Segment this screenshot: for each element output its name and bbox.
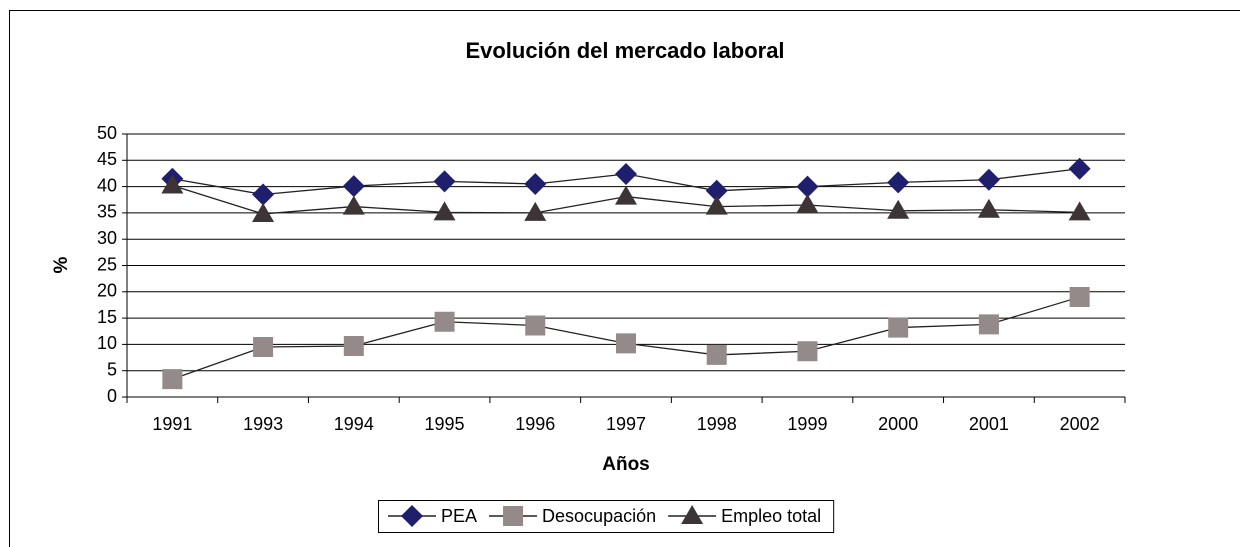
x-axis-label: Años xyxy=(602,454,650,475)
x-tick-label: 1994 xyxy=(334,414,374,434)
marker xyxy=(252,183,275,206)
marker xyxy=(615,185,637,205)
legend-label: PEA xyxy=(441,506,477,526)
marker xyxy=(977,198,1000,218)
marker xyxy=(887,171,910,194)
marker xyxy=(342,195,365,215)
y-tick-label: 45 xyxy=(97,149,117,169)
marker xyxy=(1068,157,1091,180)
marker xyxy=(887,199,910,219)
marker xyxy=(978,314,999,335)
y-tick-label: 10 xyxy=(97,333,117,353)
x-tick-label: 1991 xyxy=(152,414,192,434)
marker xyxy=(253,337,274,358)
x-tick-label: 2002 xyxy=(1060,414,1100,434)
legend: PEA Desocupación Empleo total xyxy=(378,500,835,533)
marker xyxy=(706,344,727,365)
marker xyxy=(796,175,819,198)
legend-label: Desocupación xyxy=(542,506,656,526)
x-tick-label: 1999 xyxy=(787,414,827,434)
marker xyxy=(162,369,183,390)
legend-box xyxy=(378,500,835,533)
marker xyxy=(433,170,456,193)
legend-label: Empleo total xyxy=(721,506,821,526)
marker xyxy=(977,168,1000,191)
marker xyxy=(705,195,728,215)
marker xyxy=(888,317,909,338)
marker xyxy=(161,174,184,194)
y-tick-label: 0 xyxy=(107,386,117,406)
marker xyxy=(342,175,365,198)
chart-frame xyxy=(9,10,1240,547)
chart-title: Evolución del mercado laboral xyxy=(465,38,784,63)
y-tick-label: 35 xyxy=(97,202,117,222)
marker xyxy=(616,333,636,354)
marker xyxy=(503,506,524,526)
marker xyxy=(705,179,728,202)
marker xyxy=(525,315,546,336)
x-tick-label: 1993 xyxy=(243,414,283,434)
marker xyxy=(1069,287,1090,308)
marker xyxy=(797,341,818,362)
marker xyxy=(681,505,704,524)
x-tick-label: 1995 xyxy=(425,414,465,434)
y-tick-label: 30 xyxy=(97,228,117,248)
x-tick-label: 2000 xyxy=(878,414,918,434)
marker xyxy=(401,505,423,527)
x-tick-label: 2001 xyxy=(969,414,1009,434)
marker xyxy=(434,311,455,332)
marker xyxy=(433,201,456,221)
x-tick-label: 1998 xyxy=(697,414,737,434)
marker xyxy=(1068,201,1091,221)
marker xyxy=(343,335,364,356)
y-tick-label: 40 xyxy=(97,175,117,195)
y-tick-label: 25 xyxy=(97,254,117,274)
y-tick-label: 50 xyxy=(97,123,117,143)
marker xyxy=(252,202,275,222)
marker xyxy=(524,201,547,221)
y-tick-label: 20 xyxy=(97,281,117,301)
marker xyxy=(524,172,547,195)
x-tick-label: 1996 xyxy=(515,414,555,434)
marker xyxy=(615,162,637,185)
marker xyxy=(796,194,819,214)
y-tick-label: 5 xyxy=(107,359,117,379)
x-tick-label: 1997 xyxy=(606,414,646,434)
y-axis-label: % xyxy=(51,256,72,273)
y-tick-label: 15 xyxy=(97,307,117,327)
